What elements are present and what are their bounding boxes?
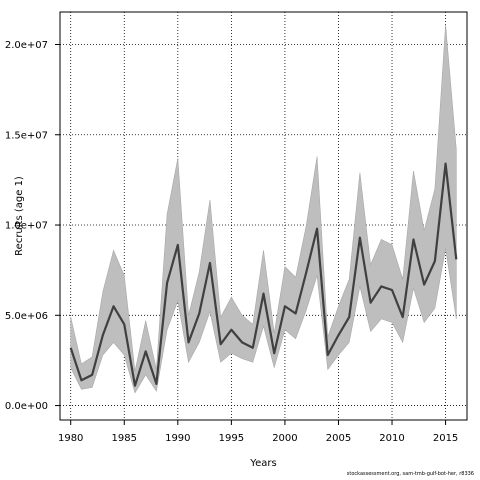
x-tick-label: 2010 bbox=[379, 433, 404, 444]
x-tick-label: 1985 bbox=[112, 433, 137, 444]
y-tick-label: 0.0e+00 bbox=[5, 401, 48, 412]
x-tick-label: 2000 bbox=[272, 433, 297, 444]
grid-lines bbox=[60, 12, 467, 420]
confidence-band bbox=[70, 24, 457, 394]
y-axis-title: Recruits (age 1) bbox=[14, 176, 25, 256]
x-axis-title: Years bbox=[249, 458, 276, 469]
recruits-line bbox=[69, 162, 458, 387]
x-tick-label: 1980 bbox=[58, 433, 83, 444]
x-tick-label: 2015 bbox=[433, 433, 458, 444]
plot-frame bbox=[59, 11, 468, 421]
footer-source-text: stockassessment.org, sam-tmb-gulf-bot-he… bbox=[346, 471, 474, 477]
x-tick-label: 2005 bbox=[326, 433, 351, 444]
x-axis: 1980 1985 1990 1995 2000 2005 2010 2015 bbox=[58, 420, 458, 444]
y-tick-label: 5.0e+06 bbox=[5, 311, 48, 322]
y-tick-label: 1.0e+07 bbox=[5, 221, 48, 232]
x-tick-label: 1990 bbox=[165, 433, 190, 444]
confidence-band-layer bbox=[70, 24, 457, 394]
y-tick-label: 1.5e+07 bbox=[5, 130, 48, 141]
y-axis: 0.0e+00 5.0e+06 1.0e+07 1.5e+07 2.0e+07 bbox=[5, 40, 60, 412]
x-tick-label: 1995 bbox=[219, 433, 244, 444]
y-tick-label: 2.0e+07 bbox=[5, 40, 48, 51]
recruits-line-layer bbox=[69, 162, 458, 387]
